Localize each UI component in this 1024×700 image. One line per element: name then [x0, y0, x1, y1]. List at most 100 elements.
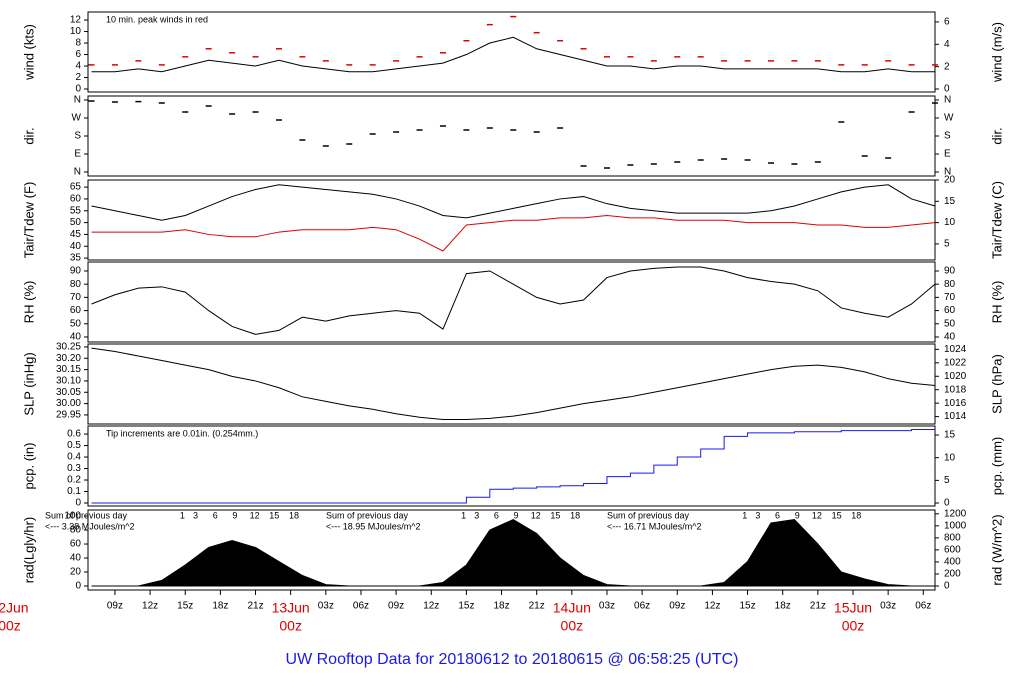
sun-hour: 3 — [474, 510, 479, 520]
y-tick-label: 60 — [70, 539, 82, 550]
y-tick-label: 4 — [75, 61, 81, 72]
y2-tick-label: 70 — [944, 292, 956, 303]
y2-axis-label: pcp. (mm) — [989, 437, 1004, 496]
y-axis-label: wind (kts) — [21, 24, 36, 81]
y2-tick-label: 0 — [944, 84, 950, 95]
y2-tick-label: 1016 — [944, 398, 967, 409]
y2-tick-label: 1020 — [944, 371, 967, 382]
x-tick-label: 09z — [388, 601, 404, 612]
panel-frame — [87, 95, 936, 177]
day-sub-label: 00z — [0, 618, 21, 634]
y2-tick-label: E — [944, 149, 951, 160]
sum-value: <--- 3.38 MJoules/m^2 — [45, 521, 135, 531]
y2-tick-label: 200 — [944, 569, 961, 580]
y2-tick-label: 0 — [944, 498, 950, 509]
sun-hour: 3 — [193, 510, 198, 520]
y-axis-label: Tair/Tdew (F) — [21, 182, 36, 259]
sun-hour: 6 — [775, 510, 780, 520]
y-tick-label: 45 — [70, 229, 82, 240]
y-axis-label: pcp. (in) — [21, 443, 36, 490]
x-tick-label: 21z — [529, 601, 545, 612]
x-tick-label: 03z — [880, 601, 896, 612]
y2-tick-label: 1000 — [944, 520, 967, 531]
panel-frame — [87, 11, 936, 93]
y2-tick-label: 600 — [944, 545, 961, 556]
sum-value: <--- 18.95 MJoules/m^2 — [326, 521, 421, 531]
y-tick-label: 40 — [70, 553, 82, 564]
data-line — [91, 215, 936, 252]
y-tick-label: 0.1 — [67, 486, 81, 497]
y2-axis-label: RH (%) — [989, 281, 1004, 324]
x-tick-label: 21z — [247, 601, 263, 612]
x-tick-label: 12z — [704, 601, 720, 612]
y2-tick-label: N — [944, 167, 951, 178]
y-tick-label: 30.15 — [56, 364, 81, 375]
y2-tick-label: S — [944, 131, 951, 142]
y-tick-label: 90 — [70, 266, 82, 277]
x-tick-label: 12z — [142, 601, 158, 612]
y-tick-label: 0.5 — [67, 440, 81, 451]
sun-hour: 1 — [742, 510, 747, 520]
sun-hour: 6 — [213, 510, 218, 520]
y-tick-label: N — [74, 167, 81, 178]
sun-hour: 1 — [461, 510, 466, 520]
x-tick-label: 06z — [634, 601, 650, 612]
x-tick-label: 18z — [212, 601, 228, 612]
x-tick-label: 09z — [107, 601, 123, 612]
y-tick-label: 0.3 — [67, 463, 81, 474]
y-tick-label: 100 — [64, 511, 81, 522]
panel-frame — [87, 425, 936, 507]
y2-tick-label: 10 — [944, 217, 956, 228]
sum-value: <--- 16.71 MJoules/m^2 — [607, 521, 702, 531]
sun-hour: 9 — [795, 510, 800, 520]
y-tick-label: 2 — [75, 72, 81, 83]
sun-hour: 15 — [550, 510, 560, 520]
y-axis-label: rad(Lgly/hr) — [21, 517, 36, 583]
y2-tick-label: 15 — [944, 430, 956, 441]
y-tick-label: 40 — [70, 332, 82, 343]
y2-tick-label: 800 — [944, 533, 961, 544]
y2-tick-label: 10 — [944, 452, 956, 463]
x-tick-label: 15z — [739, 601, 755, 612]
y-tick-label: 30.05 — [56, 387, 81, 398]
y-tick-label: 55 — [70, 205, 82, 216]
sun-hour: 3 — [755, 510, 760, 520]
y-tick-label: 80 — [70, 525, 82, 536]
y2-tick-label: 90 — [944, 266, 956, 277]
y2-tick-label: 15 — [944, 196, 956, 207]
y-tick-label: 0 — [75, 84, 81, 95]
y-tick-label: 8 — [75, 38, 81, 49]
y-tick-label: N — [74, 95, 81, 106]
y2-axis-label: SLP (hPa) — [989, 354, 1004, 414]
y2-axis-label: wind (m/s) — [989, 22, 1004, 83]
y2-tick-label: 60 — [944, 305, 956, 316]
sun-hour: 6 — [494, 510, 499, 520]
y-tick-label: S — [74, 131, 81, 142]
y2-tick-label: 400 — [944, 557, 961, 568]
y-tick-label: 30.25 — [56, 342, 81, 353]
sum-heading: Sum of previous day — [607, 510, 690, 520]
sun-hour: 12 — [250, 510, 260, 520]
y2-tick-label: N — [944, 95, 951, 106]
day-sub-label: 00z — [842, 618, 865, 634]
data-line — [91, 184, 936, 221]
y-tick-label: 0.4 — [67, 452, 81, 463]
day-sub-label: 00z — [561, 618, 584, 634]
panel-frame — [87, 261, 936, 343]
y-tick-label: 10 — [70, 26, 82, 37]
y-tick-label: 30.10 — [56, 376, 81, 387]
y-tick-label: W — [72, 113, 82, 124]
y-tick-label: 60 — [70, 194, 82, 205]
y-tick-label: 40 — [70, 241, 82, 252]
x-tick-label: 03z — [318, 601, 334, 612]
data-line — [91, 36, 935, 73]
y-tick-label: 29.95 — [56, 410, 81, 421]
y-axis-label: SLP (inHg) — [21, 352, 36, 415]
y2-tick-label: 5 — [944, 239, 950, 250]
y2-tick-label: 1018 — [944, 384, 967, 395]
y2-axis-label: dir. — [989, 127, 1004, 144]
y2-tick-label: 80 — [944, 279, 956, 290]
sun-hour: 18 — [570, 510, 580, 520]
day-sub-label: 00z — [279, 618, 302, 634]
y-tick-label: 30.20 — [56, 353, 81, 364]
